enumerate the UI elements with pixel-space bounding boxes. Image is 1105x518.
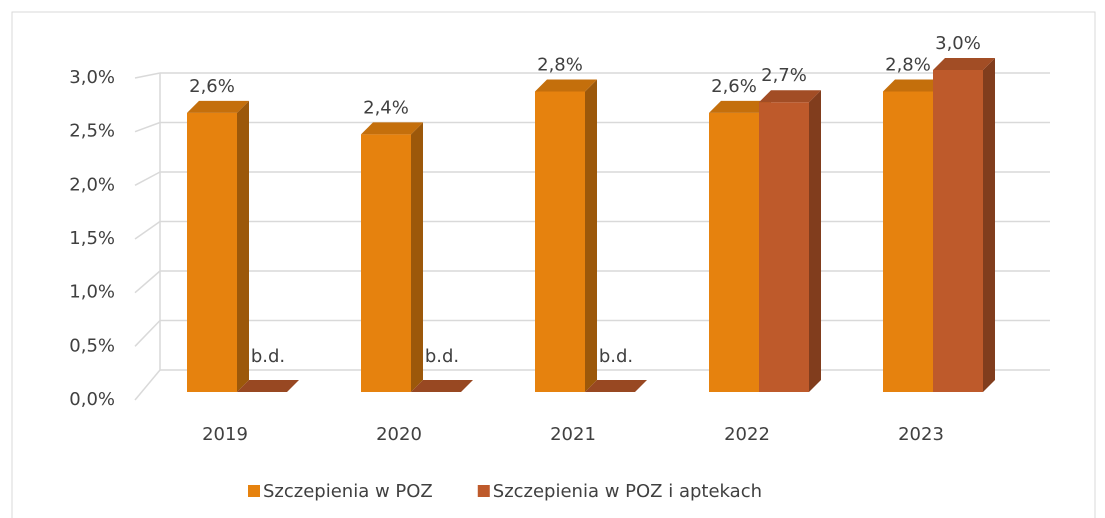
grid-line-side xyxy=(134,171,161,186)
legend-label: Szczepienia w POZ xyxy=(263,481,433,502)
bar xyxy=(535,79,597,392)
y-tick-label: 2,0% xyxy=(69,174,115,195)
bar-front xyxy=(759,102,809,392)
data-label: 2,6% xyxy=(711,76,757,97)
bar-top xyxy=(883,79,945,92)
data-label: 2,8% xyxy=(885,54,931,75)
bar-top xyxy=(933,58,995,70)
y-tick-label: 0,0% xyxy=(69,389,115,410)
legend-label: Szczepienia w POZ i aptekach xyxy=(493,481,762,502)
bar xyxy=(361,122,423,393)
bar-top xyxy=(759,90,821,103)
y-tick-label: 3,0% xyxy=(69,67,115,88)
bar-front xyxy=(883,91,933,392)
data-label: 2,8% xyxy=(537,54,583,75)
empty-bar-base xyxy=(585,380,647,392)
grid-line-side xyxy=(134,72,161,79)
bar-top xyxy=(361,122,423,135)
data-label: b.d. xyxy=(251,346,285,367)
y-tick-label: 1,5% xyxy=(69,228,115,249)
grid-line-side xyxy=(134,319,161,347)
bar xyxy=(759,90,821,392)
bar-side xyxy=(983,58,995,392)
grid-line-side xyxy=(134,270,161,294)
bar-side xyxy=(585,79,597,392)
grid-line-side xyxy=(134,220,161,240)
bar-side xyxy=(411,122,423,393)
empty-bar-base xyxy=(237,380,299,392)
empty-bar-base xyxy=(411,380,473,392)
data-label: 2,6% xyxy=(189,76,235,97)
legend-swatch xyxy=(248,485,260,497)
grid-line-side xyxy=(134,369,161,401)
bar-top xyxy=(535,79,597,92)
bar-front xyxy=(709,112,759,392)
bar-top xyxy=(187,100,249,113)
x-tick-label: 2022 xyxy=(724,424,770,445)
data-label: 2,4% xyxy=(363,97,409,118)
data-label: b.d. xyxy=(425,346,459,367)
bar-front xyxy=(535,91,585,392)
y-tick-label: 0,5% xyxy=(69,335,115,356)
bar xyxy=(933,58,995,392)
bar-side xyxy=(809,90,821,392)
x-tick-label: 2021 xyxy=(550,424,596,445)
y-tick-label: 1,0% xyxy=(69,282,115,303)
bar-top xyxy=(709,100,771,113)
data-label: b.d. xyxy=(599,346,633,367)
grid-line-side xyxy=(134,121,161,133)
chart-frame xyxy=(11,11,1096,518)
x-tick-label: 2020 xyxy=(376,424,422,445)
bar-front xyxy=(361,134,411,392)
bar-side xyxy=(237,100,249,392)
legend-swatch xyxy=(477,485,490,497)
bar-front xyxy=(933,70,983,392)
bar xyxy=(187,100,249,392)
y-tick-label: 2,5% xyxy=(69,121,115,142)
x-tick-label: 2019 xyxy=(202,424,248,445)
data-label: 2,7% xyxy=(761,65,807,86)
x-tick-label: 2023 xyxy=(898,424,944,445)
data-label: 3,0% xyxy=(935,33,981,54)
bar-front xyxy=(187,112,237,392)
